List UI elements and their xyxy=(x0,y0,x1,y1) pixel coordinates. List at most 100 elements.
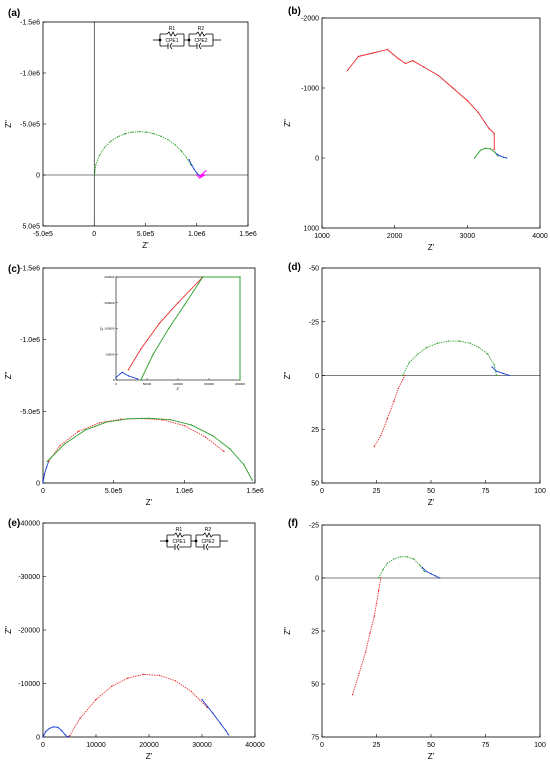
panel-a-ytick-label: -1.5e6 xyxy=(20,20,40,27)
panel-b-series-1-point xyxy=(473,157,476,159)
inset-ytick-label: -150000 xyxy=(103,301,114,305)
inset-series-0-line xyxy=(115,371,138,380)
panel-a-series-1-point xyxy=(190,164,193,166)
inset-xtick-label: 0 xyxy=(115,382,117,386)
inset-xtick-label: 100000 xyxy=(173,382,183,386)
panel-c-xtick-label: 1.0e6 xyxy=(176,488,194,495)
panel-a-xtick-label: 1.0e6 xyxy=(188,231,206,238)
panel-f-series-2-line xyxy=(421,567,440,579)
panel-e-ytick-label: 0 xyxy=(36,735,40,742)
panel-c-series-2-point xyxy=(148,417,150,419)
panel-c-ytick-label: -5.0e5 xyxy=(20,409,40,416)
circuit-c2-label: CPE2 xyxy=(194,38,207,44)
panel-b-series-1-point xyxy=(497,155,499,157)
panel-e-xlabel: Z' xyxy=(146,752,153,761)
panel-d-series-1-point xyxy=(401,374,404,377)
panel-f-ytick-label: 75 xyxy=(311,735,319,742)
panel-a-ytick-label: 5.0e5 xyxy=(22,224,40,231)
panel-d-series-0-point xyxy=(373,445,376,448)
panel-e-ytick-label: -10000 xyxy=(18,681,40,688)
panel-b-series-0-point xyxy=(452,87,454,89)
panel-f-series-0-point xyxy=(373,615,376,617)
panel-f-series-2-point xyxy=(430,573,432,575)
panel-c-series-1-point xyxy=(47,460,50,463)
resistor-r1-icon xyxy=(160,31,184,37)
panel-a-series-0-point xyxy=(117,136,119,138)
panel-a-series-0-point xyxy=(160,135,162,137)
panel-f-series-1-point xyxy=(382,568,384,571)
panel-c-series-1-point xyxy=(77,430,80,433)
panel-e-series-0-point xyxy=(42,736,44,738)
panel-f-series-0-point xyxy=(351,693,354,696)
inset-series-1-point xyxy=(127,369,130,371)
panel-a-series-1-point xyxy=(196,172,198,174)
panel-f-ytick-label: 25 xyxy=(311,629,319,636)
panel-c-series-2-point xyxy=(105,421,108,423)
panel-f-series-1-line xyxy=(378,556,425,579)
panel-e-series-1-point xyxy=(190,690,193,693)
panel-e-series-0-point xyxy=(44,730,47,733)
panel-b-frame xyxy=(321,17,541,229)
panel-c-series-0-line xyxy=(42,461,50,484)
panel-a-series-0-point xyxy=(95,164,97,166)
panel-a-series-0-point xyxy=(138,130,141,133)
panel-e-series-0-point xyxy=(60,729,63,732)
panel-b-series-0-point xyxy=(423,66,425,68)
inset-series-2-point xyxy=(202,276,204,278)
panel-a-xlabel: Z' xyxy=(142,241,149,250)
panel-d-xtick-label: 25 xyxy=(373,488,381,495)
panel-a-series-2-point xyxy=(205,170,207,172)
panel-d-series-0-point xyxy=(404,374,406,377)
panel-b-series-0-point xyxy=(493,148,495,151)
panel-f-ytick-label: 50 xyxy=(311,682,319,689)
panel-e-ytick-label: -30000 xyxy=(18,574,40,581)
cpe1-icon xyxy=(160,42,184,50)
panel-f-xtick-label: 75 xyxy=(482,742,490,749)
panel-e-series-2-point xyxy=(201,698,203,701)
panel-e-xtick-label: 40000 xyxy=(245,742,265,749)
panel-c-series-2-point xyxy=(169,418,171,421)
panel-b-series-1-point xyxy=(479,149,482,151)
inset-series-2-point xyxy=(152,353,154,355)
panel-c-frame xyxy=(42,267,256,484)
panel-f-series-2-point xyxy=(439,577,441,579)
cpe2-icon xyxy=(189,42,213,50)
panel-e-series-1-point xyxy=(158,674,161,677)
circuit-c2-label: CPE2 xyxy=(201,539,214,545)
panel-a-ylabel: Z" xyxy=(4,120,13,128)
panel-a-series-2-point xyxy=(204,174,206,176)
circuit-c1-label: CPE1 xyxy=(172,539,185,545)
panel-a-series-0-point xyxy=(124,132,126,135)
panel-f-series-2-point xyxy=(434,575,437,577)
panel-f: (f) 0 25 50 75 100 -25 0 25 50 75 Z' Z" xyxy=(283,518,546,761)
panel-b-series-0-point xyxy=(357,55,360,58)
panel-f-xtick-label: 25 xyxy=(373,742,381,749)
panel-f-series-0-point xyxy=(364,651,367,653)
panel-c-series-1-point xyxy=(223,450,225,453)
panel-c-series-2-point xyxy=(190,424,193,426)
panel-a-xtick-label: -5.0e5 xyxy=(33,231,53,238)
panel-a-series-0-point xyxy=(180,150,183,152)
panel-f-series-1-point xyxy=(393,558,395,560)
panel-b-ylabel: Z" xyxy=(283,119,292,127)
inset-series-1-point xyxy=(158,322,161,325)
panel-c-series-2-point xyxy=(127,418,129,420)
panel-f-series-0-point xyxy=(380,577,382,579)
panel-d-series-2-point xyxy=(502,372,504,375)
panel-c-ytick-label: 0 xyxy=(36,481,40,488)
panel-b-series-0-point xyxy=(386,48,389,51)
panel-b-series-0-point xyxy=(397,57,399,60)
resistor-r2-icon xyxy=(189,31,213,37)
panel-d-series-1-point xyxy=(436,342,439,344)
panel-c-xtick-label: 0 xyxy=(41,488,45,495)
panel-b-series-1-point xyxy=(494,151,496,154)
panel-b-series-0-point xyxy=(372,52,374,54)
panel-c-ytick-label: -1.0e6 xyxy=(20,337,40,344)
panel-a-ytick-label: 0 xyxy=(36,173,40,180)
panel-e-xtick-label: 10000 xyxy=(86,742,106,749)
panel-d-series-1-point xyxy=(417,353,419,355)
panel-b-series-0-point xyxy=(437,74,439,77)
panel-b-series-2-point xyxy=(495,153,498,155)
inset-ytick-label: 0 xyxy=(113,378,115,382)
panel-d-series-1-point xyxy=(478,346,480,349)
